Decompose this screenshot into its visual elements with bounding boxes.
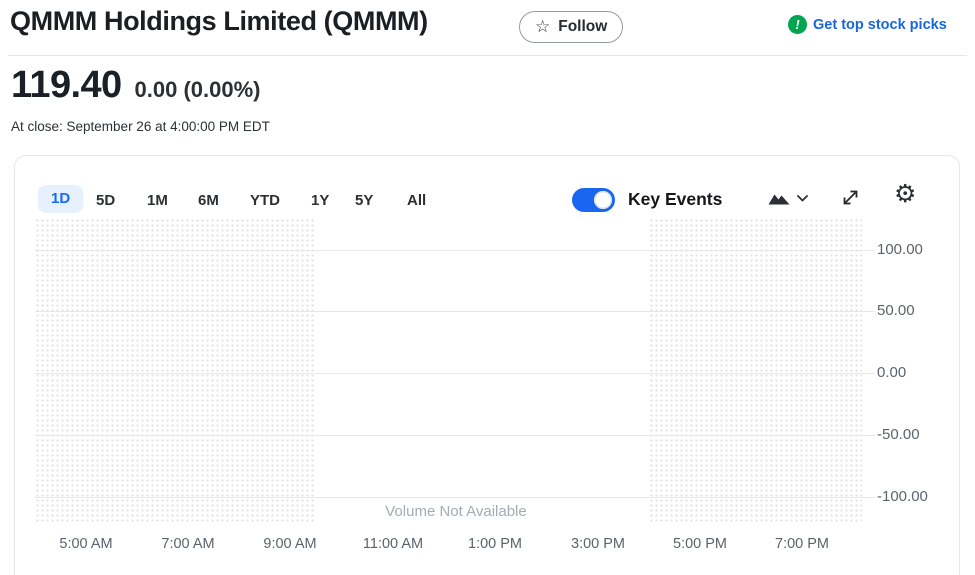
x-axis-label: 11:00 AM [348, 536, 438, 552]
tab-all[interactable]: All [407, 192, 426, 209]
y-axis-label: -50.00 [877, 427, 949, 443]
x-axis-label: 1:00 PM [450, 536, 540, 552]
expand-icon [841, 188, 860, 207]
y-axis-label: 100.00 [877, 242, 949, 258]
gridline [35, 497, 875, 498]
price-change: 0.00 (0.00%) [135, 77, 261, 103]
tab-1y[interactable]: 1Y [311, 192, 329, 209]
current-price: 119.40 [11, 64, 122, 107]
star-icon: ☆ [535, 17, 550, 37]
x-axis-label: 7:00 PM [757, 536, 847, 552]
get-top-stock-picks-label: Get top stock picks [813, 17, 947, 33]
follow-button[interactable]: ☆ Follow [519, 11, 623, 43]
tab-6m[interactable]: 6M [198, 192, 219, 209]
gridline [35, 311, 875, 312]
y-axis-label: 50.00 [877, 303, 949, 319]
chart-type-button[interactable] [768, 191, 808, 205]
tab-1m[interactable]: 1M [147, 192, 168, 209]
follow-button-label: Follow [558, 18, 607, 36]
afterhours-dotted-region [649, 218, 862, 524]
volume-note: Volume Not Available [346, 503, 566, 520]
gridline [35, 373, 875, 374]
tab-5y[interactable]: 5Y [355, 192, 373, 209]
settings-button[interactable]: ⚙ [894, 182, 916, 207]
gridline [35, 435, 875, 436]
premarket-dotted-region [35, 218, 314, 524]
key-events-label: Key Events [628, 189, 722, 210]
tab-ytd[interactable]: YTD [250, 192, 280, 209]
x-axis-label: 5:00 PM [655, 536, 745, 552]
chevron-down-icon [797, 195, 808, 202]
x-axis-label: 5:00 AM [41, 536, 131, 552]
gridline [35, 250, 875, 251]
x-axis-label: 3:00 PM [553, 536, 643, 552]
fool-badge-icon: ! [788, 15, 807, 34]
y-axis-label: -100.00 [877, 489, 949, 505]
tab-5d[interactable]: 5D [96, 192, 115, 209]
page-title: QMMM Holdings Limited (QMMM) [10, 6, 428, 37]
tab-1d[interactable]: 1D [38, 185, 83, 213]
x-axis-label: 7:00 AM [143, 536, 233, 552]
y-axis-label: 0.00 [877, 365, 949, 381]
get-top-stock-picks-link[interactable]: ! Get top stock picks [788, 15, 947, 34]
key-events-toggle[interactable] [572, 188, 615, 212]
quote-timestamp: At close: September 26 at 4:00:00 PM EDT [11, 119, 270, 134]
toggle-knob [594, 191, 612, 209]
quote-summary: 119.40 0.00 (0.00%) [11, 64, 261, 107]
x-axis-label: 9:00 AM [245, 536, 335, 552]
mountain-chart-icon [768, 191, 790, 205]
fullscreen-button[interactable] [841, 188, 860, 207]
header-divider [8, 55, 967, 56]
gear-icon: ⚙ [894, 182, 916, 207]
